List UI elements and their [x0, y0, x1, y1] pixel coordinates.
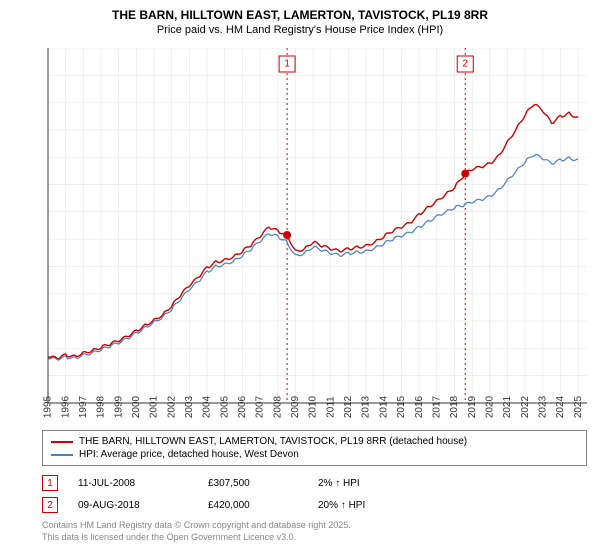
event-row: 2 09-AUG-2018£420,00020% ↑ HPI — [42, 494, 587, 516]
svg-text:2007: 2007 — [255, 395, 266, 418]
svg-text:2020: 2020 — [484, 395, 495, 418]
chart-area: £0£50K£100K£150K£200K£250K£300K£350K£400… — [42, 48, 587, 418]
svg-text:2024: 2024 — [555, 395, 566, 418]
legend-swatch — [51, 441, 73, 443]
chart-subtitle: Price paid vs. HM Land Registry's House … — [0, 22, 600, 36]
line-chart: £0£50K£100K£150K£200K£250K£300K£350K£400… — [42, 48, 587, 418]
svg-text:2021: 2021 — [502, 395, 513, 418]
svg-text:2003: 2003 — [184, 395, 195, 418]
svg-text:2008: 2008 — [272, 395, 283, 418]
svg-text:2013: 2013 — [361, 395, 372, 418]
event-price: £420,000 — [208, 500, 318, 511]
svg-text:2000: 2000 — [131, 395, 142, 418]
event-delta: 2% ↑ HPI — [318, 478, 418, 489]
event-date: 11-JUL-2008 — [78, 478, 208, 489]
svg-text:2001: 2001 — [149, 395, 160, 418]
svg-text:1998: 1998 — [96, 395, 107, 418]
svg-text:2022: 2022 — [520, 395, 531, 418]
legend-label: THE BARN, HILLTOWN EAST, LAMERTON, TAVIS… — [79, 436, 467, 447]
svg-text:2010: 2010 — [308, 395, 319, 418]
svg-text:2019: 2019 — [467, 395, 478, 418]
svg-text:2017: 2017 — [431, 395, 442, 418]
svg-text:1999: 1999 — [113, 395, 124, 418]
event-row: 1 11-JUL-2008£307,5002% ↑ HPI — [42, 472, 587, 494]
svg-text:1996: 1996 — [60, 395, 71, 418]
svg-text:2018: 2018 — [449, 395, 460, 418]
svg-text:2002: 2002 — [166, 395, 177, 418]
legend: THE BARN, HILLTOWN EAST, LAMERTON, TAVIS… — [42, 430, 587, 466]
svg-text:2025: 2025 — [573, 395, 584, 418]
svg-text:1997: 1997 — [78, 395, 89, 418]
event-price: £307,500 — [208, 478, 318, 489]
svg-text:2006: 2006 — [237, 395, 248, 418]
svg-text:2015: 2015 — [396, 395, 407, 418]
footer-line-2: This data is licensed under the Open Gov… — [42, 532, 587, 544]
svg-text:2004: 2004 — [202, 395, 213, 418]
legend-swatch — [51, 454, 73, 456]
legend-item: THE BARN, HILLTOWN EAST, LAMERTON, TAVIS… — [51, 435, 578, 448]
svg-text:2011: 2011 — [325, 396, 336, 418]
svg-text:2009: 2009 — [290, 395, 301, 418]
svg-text:1: 1 — [284, 59, 290, 70]
svg-text:2012: 2012 — [343, 395, 354, 418]
legend-label: HPI: Average price, detached house, West… — [79, 449, 299, 460]
svg-text:2: 2 — [462, 59, 468, 70]
events-table: 1 11-JUL-2008£307,5002% ↑ HPI 2 09-AUG-2018… — [42, 472, 587, 516]
svg-text:2016: 2016 — [414, 395, 425, 418]
svg-text:2014: 2014 — [378, 395, 389, 418]
svg-text:2005: 2005 — [219, 395, 230, 418]
event-id-badge: 1 — [42, 475, 58, 491]
event-delta: 20% ↑ HPI — [318, 500, 418, 511]
footer-line-1: Contains HM Land Registry data © Crown c… — [42, 520, 587, 532]
chart-title: THE BARN, HILLTOWN EAST, LAMERTON, TAVIS… — [0, 0, 600, 22]
legend-item: HPI: Average price, detached house, West… — [51, 448, 578, 461]
footer-attribution: Contains HM Land Registry data © Crown c… — [42, 520, 587, 543]
event-id-badge: 2 — [42, 497, 58, 513]
svg-text:2023: 2023 — [537, 395, 548, 418]
event-date: 09-AUG-2018 — [78, 500, 208, 511]
